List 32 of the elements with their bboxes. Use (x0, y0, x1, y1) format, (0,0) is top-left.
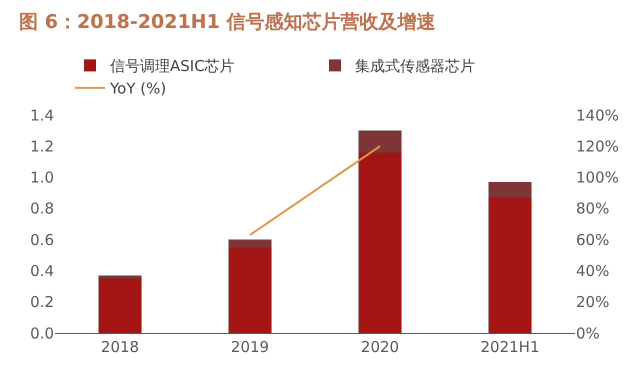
y-tick-label: 0.6 (30, 230, 54, 249)
y-tick-label: 1.0 (30, 168, 54, 187)
bar (358, 152, 402, 333)
bar (488, 182, 532, 198)
y-tick-label: 0.8 (30, 200, 54, 218)
y2-tick-label: 0% (576, 324, 600, 342)
y-tick-label: 0.4 (30, 262, 54, 280)
x-tick-label: 2019 (230, 338, 270, 356)
x-tick-label: 2021H1 (480, 338, 540, 356)
y2-tick-label: 80% (576, 200, 610, 218)
y2-tick-label: 40% (576, 262, 610, 280)
bar (98, 278, 142, 333)
bar (228, 240, 272, 248)
bar (358, 130, 402, 152)
legend-label: 集成式传感器芯片 (355, 57, 475, 76)
bar (488, 198, 532, 333)
y-tick-label: 0.0 (30, 324, 54, 342)
y-tick-label: 1.4 (30, 106, 54, 124)
y2-tick-label: 60% (576, 230, 610, 249)
legend-label: YoY (%) (109, 80, 166, 98)
chart-title: 图 6：2018-2021H1 信号感知芯片营收及增速 (19, 11, 436, 34)
bar (228, 247, 272, 333)
y2-tick-label: 120% (576, 137, 619, 156)
bar (98, 275, 142, 278)
x-tick-label: 2018 (100, 338, 140, 356)
y2-tick-label: 20% (576, 293, 610, 312)
y-tick-label: 0.2 (30, 293, 54, 312)
y2-tick-label: 100% (576, 168, 619, 187)
legend-label: 信号调理ASIC芯片 (110, 57, 235, 76)
x-tick-label: 2020 (360, 338, 400, 356)
y2-tick-label: 140% (576, 106, 619, 124)
y-tick-label: 1.2 (30, 137, 54, 156)
